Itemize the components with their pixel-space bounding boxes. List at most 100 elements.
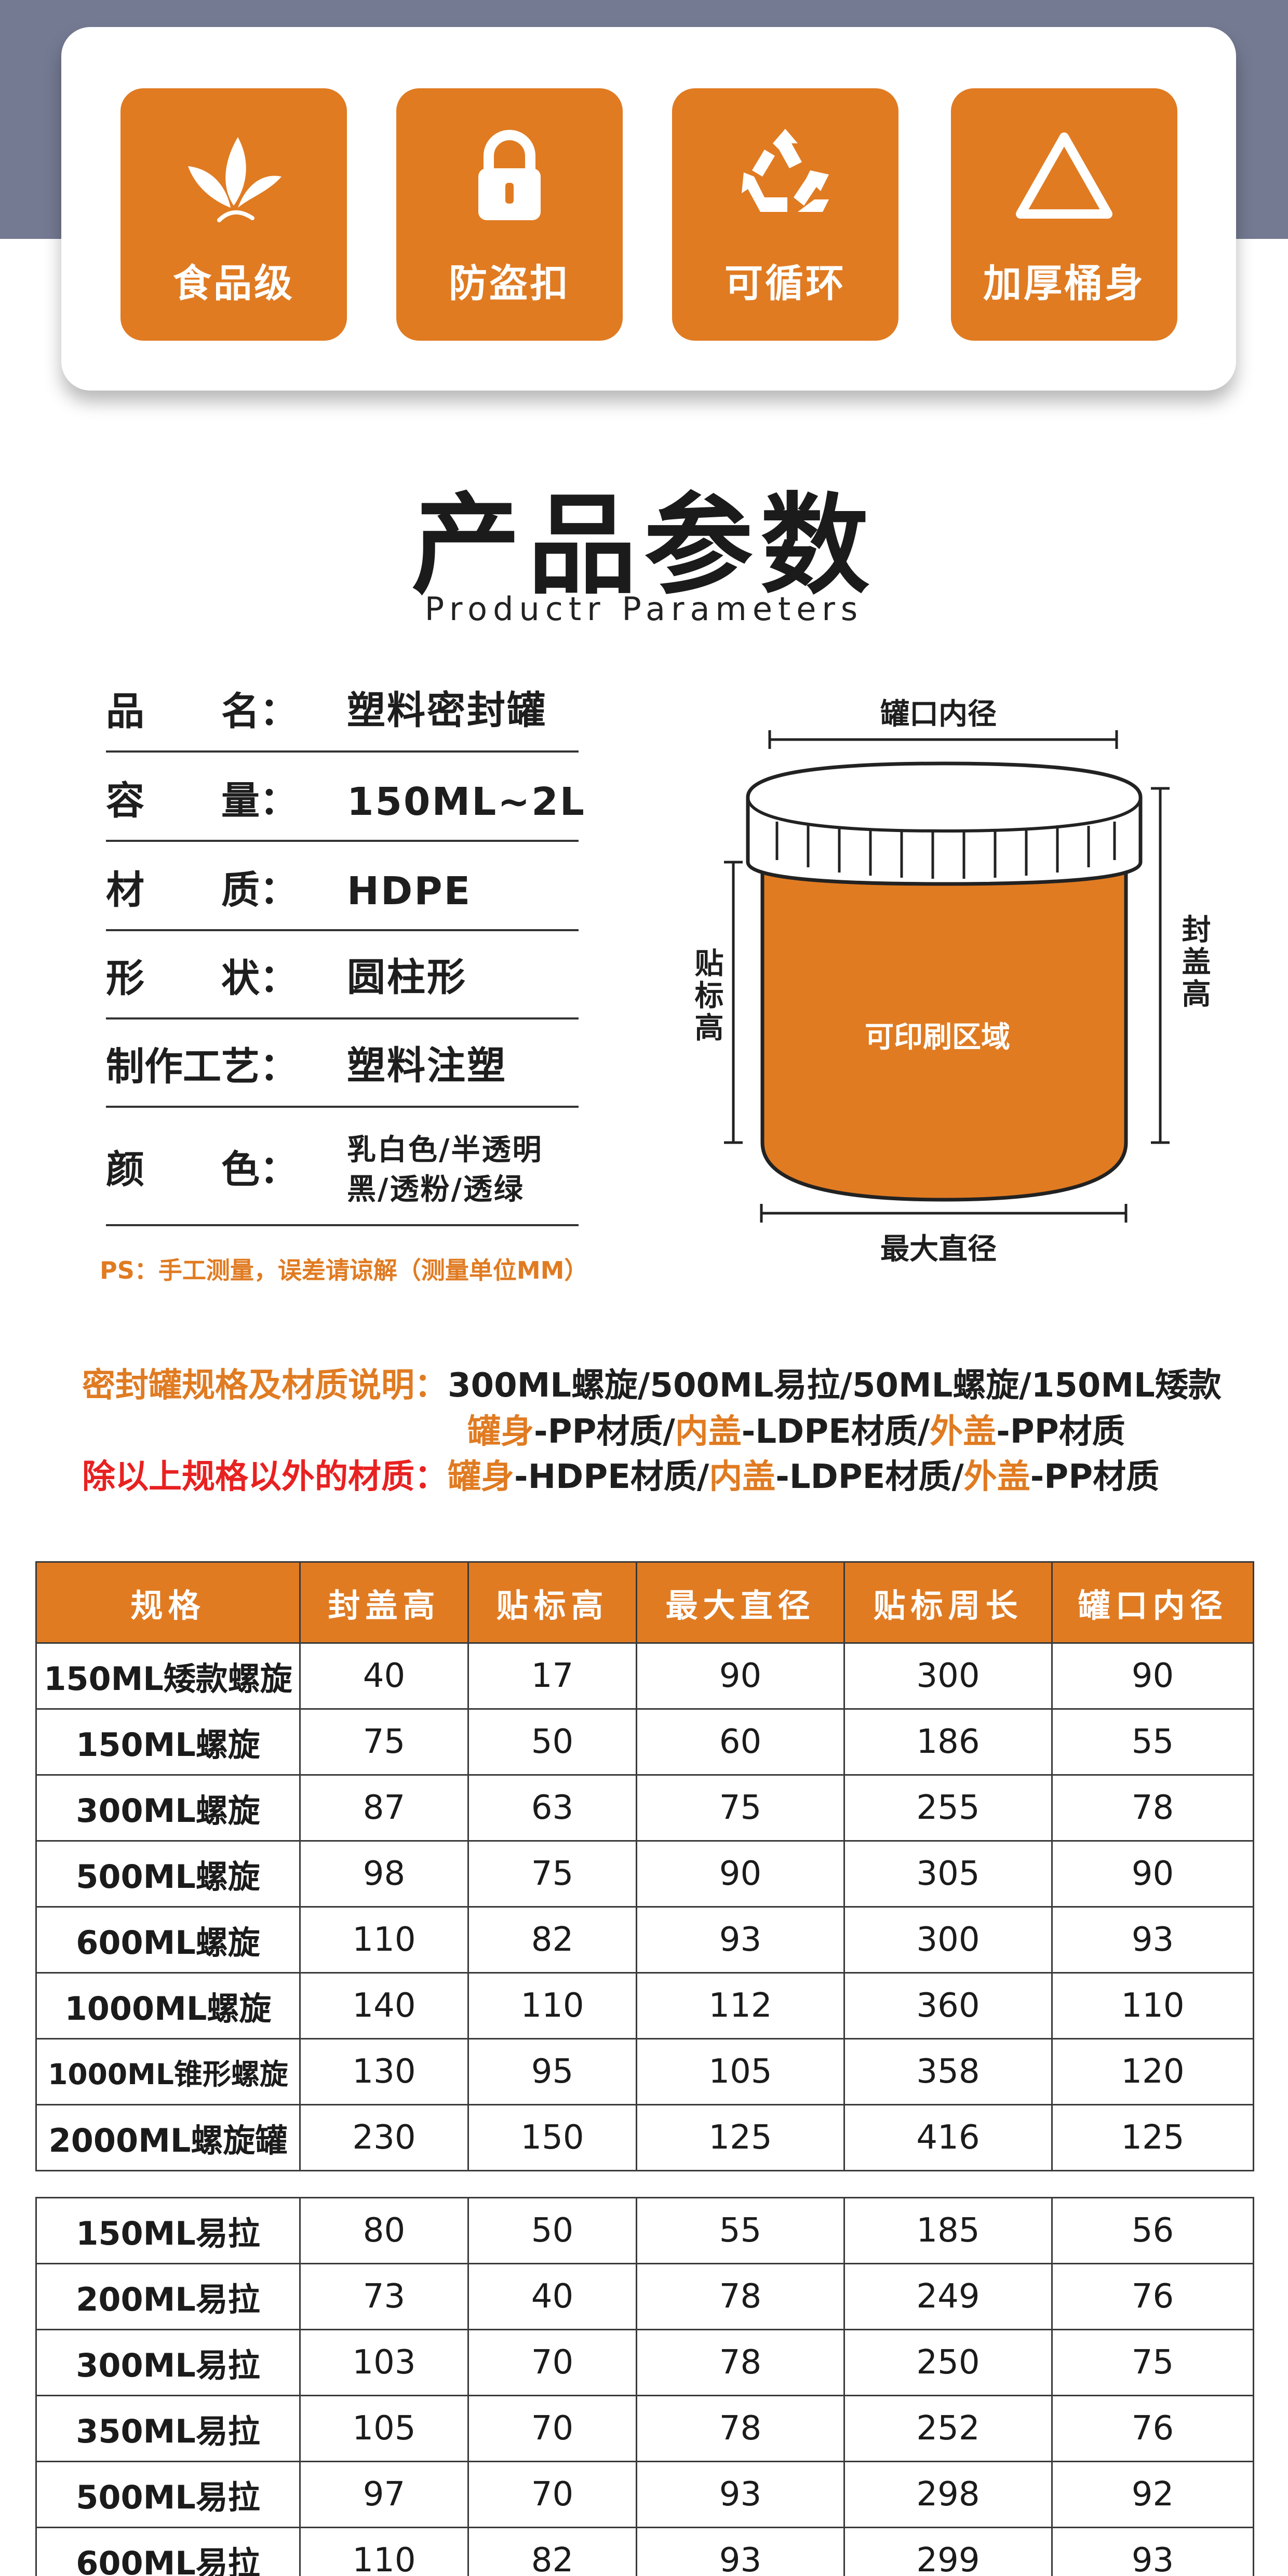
header-label-circumference: 贴标周长 [843, 1561, 1053, 1644]
cell: 76 [1051, 2395, 1254, 2462]
spec-value-line: 黑/透粉/透绿 [347, 1173, 525, 1206]
cell-spec: 500ML螺旋 [35, 1840, 301, 1908]
table-row: 1000ML锥形螺旋 130 95 105 358 120 [35, 2038, 1254, 2105]
cell-spec: 600ML螺旋 [35, 1906, 301, 1974]
spec-table-easy-pull: 150ML易拉 80 50 55 185 56 200ML易拉 73 40 78… [35, 2197, 1254, 2576]
header-label-height: 贴标高 [467, 1561, 637, 1644]
cell: 120 [1051, 2038, 1254, 2105]
cell: 93 [636, 1906, 845, 1974]
cell: 125 [1051, 2104, 1254, 2171]
spec-value: HDPE [347, 869, 472, 914]
dim-cap-height: 封盖高 [1177, 914, 1211, 1011]
desc-label: 除以上规格以外的材质： [82, 1458, 448, 1496]
feature-recyclable: 可循环 [672, 88, 898, 341]
spec-value: 150ML~2L [347, 780, 586, 824]
table-row: 1000ML螺旋 140 110 112 360 110 [35, 1972, 1254, 2040]
spec-key: 形 状： [106, 956, 298, 1001]
dim-max-diameter: 最大直径 [880, 1232, 997, 1266]
cell: 90 [1051, 1840, 1254, 1908]
printable-area-label: 可印刷区域 [865, 1021, 1010, 1054]
cell: 75 [636, 1774, 845, 1842]
cell: 360 [843, 1972, 1053, 2040]
desc-part: -HDPE材质/ [514, 1458, 709, 1496]
cell: 56 [1051, 2197, 1254, 2264]
spec-value-line: 乳白色/半透明 [347, 1133, 543, 1167]
cell-spec: 200ML易拉 [35, 2263, 301, 2330]
cell: 40 [467, 2263, 637, 2330]
spec-row-capacity: 容 量： 150ML~2L [106, 753, 584, 842]
cell: 125 [636, 2104, 845, 2171]
desc-part: 罐身 [448, 1458, 514, 1496]
feature-label: 防盗扣 [449, 261, 570, 306]
spec-value: 乳白色/半透明 黑/透粉/透绿 [347, 1131, 543, 1210]
cell: 55 [1051, 1708, 1254, 1776]
cell: 55 [636, 2197, 845, 2264]
desc-part: 内盖 [675, 1413, 742, 1451]
table-row: 500ML易拉 97 70 93 298 92 [35, 2461, 1254, 2528]
table-row: 300ML易拉 103 70 78 250 75 [35, 2329, 1254, 2396]
cell: 70 [467, 2329, 637, 2396]
cell: 90 [636, 1642, 845, 1710]
cell: 17 [467, 1642, 637, 1710]
cell-spec: 150ML螺旋 [35, 1708, 301, 1776]
cell: 110 [467, 1972, 637, 2040]
cell-spec: 350ML易拉 [35, 2395, 301, 2462]
cell: 90 [1051, 1642, 1254, 1710]
spec-row-material: 材 质： HDPE [106, 842, 579, 931]
table-row: 150ML螺旋 75 50 60 186 55 [35, 1708, 1254, 1776]
header-spec: 规格 [35, 1561, 301, 1644]
feature-food-grade: 食品级 [120, 88, 347, 341]
cell: 140 [299, 1972, 469, 2040]
cell: 105 [299, 2395, 469, 2462]
spec-table-screw: 规格 封盖高 贴标高 最大直径 贴标周长 罐口内径 150ML矮款螺旋 40 1… [35, 1561, 1254, 2171]
cell-spec: 1000ML锥形螺旋 [35, 2038, 301, 2105]
cell: 78 [636, 2329, 845, 2396]
desc-label: 密封罐规格及材质说明： [82, 1366, 448, 1405]
table-row: 500ML螺旋 98 75 90 305 90 [35, 1840, 1254, 1908]
leaf-icon [188, 137, 281, 222]
desc-part: -PP材质 [996, 1413, 1125, 1451]
cell: 93 [636, 2461, 845, 2528]
dim-label-height: 贴标高 [690, 948, 723, 1044]
feature-label: 加厚桶身 [983, 261, 1145, 306]
cell: 300 [843, 1906, 1053, 1974]
cell: 298 [843, 2461, 1053, 2528]
cell: 70 [467, 2461, 637, 2528]
cell: 98 [299, 1840, 469, 1908]
cell: 92 [1051, 2461, 1254, 2528]
cell: 110 [1051, 1972, 1254, 2040]
cell: 299 [843, 2527, 1053, 2576]
table-row: 600ML易拉 110 82 93 299 93 [35, 2527, 1254, 2576]
table-row: 600ML螺旋 110 82 93 300 93 [35, 1906, 1254, 1974]
desc-part: -LDPE材质/ [775, 1458, 964, 1496]
cell: 90 [636, 1840, 845, 1908]
cell: 305 [843, 1840, 1053, 1908]
cell: 63 [467, 1774, 637, 1842]
cell: 230 [299, 2104, 469, 2171]
cell: 93 [1051, 2527, 1254, 2576]
spec-row-color: 颜 色： 乳白色/半透明 黑/透粉/透绿 [106, 1108, 579, 1226]
table-row: 150ML易拉 80 50 55 185 56 [35, 2197, 1254, 2264]
cell: 150 [467, 2104, 637, 2171]
cell: 105 [636, 2038, 845, 2105]
cell: 82 [467, 2527, 637, 2576]
padlock-icon [478, 130, 541, 220]
cell-spec: 600ML易拉 [35, 2527, 301, 2576]
desc-part: -LDPE材质/ [741, 1413, 930, 1451]
page-subtitle: Productr Parameters [424, 590, 864, 628]
cell: 300 [843, 1642, 1053, 1710]
desc-line-3: 除以上规格以外的材质：罐身-HDPE材质/内盖-LDPE材质/外盖-PP材质 [82, 1450, 1159, 1498]
cell: 250 [843, 2329, 1053, 2396]
spec-value: 塑料密封罐 [347, 688, 547, 733]
cell-spec: 2000ML螺旋罐 [35, 2104, 301, 2171]
spec-key: 品 名： [106, 689, 298, 734]
cell-spec: 500ML易拉 [35, 2461, 301, 2528]
feature-card: 食品级 防盗扣 可循环 加厚桶身 [61, 27, 1236, 391]
table-header-row: 规格 封盖高 贴标高 最大直径 贴标周长 罐口内径 [35, 1561, 1254, 1644]
cell: 75 [467, 1840, 637, 1908]
cell: 73 [299, 2263, 469, 2330]
table-row: 350ML易拉 105 70 78 252 76 [35, 2395, 1254, 2462]
cell: 112 [636, 1972, 845, 2040]
cell: 93 [1051, 1906, 1254, 1974]
jar-drawing [724, 730, 1170, 1223]
